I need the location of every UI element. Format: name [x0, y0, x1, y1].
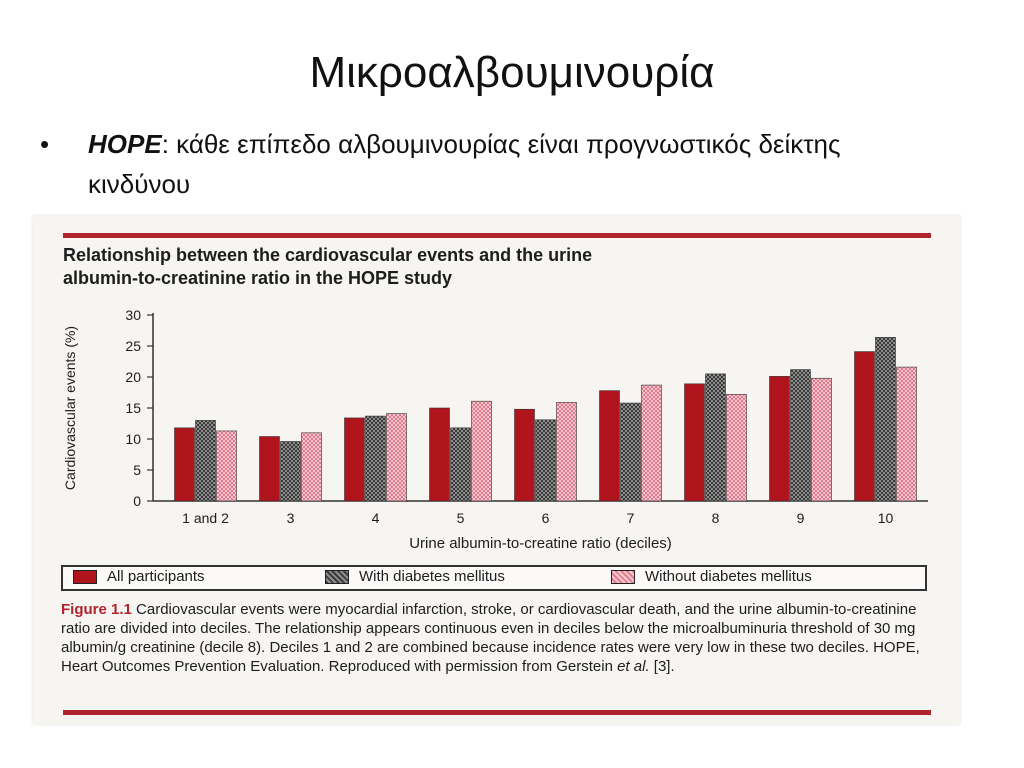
- bar-diabetes: [535, 419, 556, 502]
- x-tick-label: 4: [372, 510, 380, 526]
- legend-swatch-all: [73, 569, 97, 584]
- figure-heading-line-2: albumin-to-creatinine ratio in the HOPE …: [63, 268, 453, 288]
- bar-all: [344, 417, 365, 502]
- y-tick-label: 25: [125, 338, 141, 354]
- bar-no-diabetes: [386, 413, 407, 502]
- bar-diabetes: [195, 420, 216, 502]
- x-tick-label: 1 and 2: [182, 510, 229, 526]
- x-tick-label: 7: [627, 510, 635, 526]
- figure-caption: Figure 1.1 Cardiovascular events were my…: [61, 600, 931, 676]
- legend-item-diabetes: With diabetes mellitus: [325, 568, 505, 585]
- caption-italic: et al.: [617, 658, 650, 675]
- bar-no-diabetes: [301, 432, 322, 502]
- bar-no-diabetes: [811, 377, 832, 502]
- bar-diabetes: [365, 415, 386, 502]
- legend-label-all: All participants: [107, 568, 205, 585]
- bar-no-diabetes: [471, 400, 492, 502]
- bar-no-diabetes: [216, 430, 237, 502]
- figure-bottom-rule: [63, 710, 931, 715]
- y-tick-label: 20: [125, 369, 141, 385]
- bar-all: [769, 376, 790, 502]
- bar-diabetes: [875, 337, 896, 502]
- legend-swatch-no-diabetes: [611, 569, 635, 584]
- bar-diabetes: [705, 373, 726, 502]
- bar-all: [259, 436, 280, 502]
- bar-all: [599, 390, 620, 502]
- bar-no-diabetes: [641, 384, 662, 502]
- legend-swatch-diabetes: [325, 569, 349, 584]
- figure-panel: Relationship between the cardiovascular …: [33, 216, 960, 724]
- bar-diabetes: [790, 369, 811, 502]
- legend-item-all: All participants: [73, 568, 205, 585]
- bar-no-diabetes: [726, 394, 747, 502]
- y-tick-label: 30: [125, 307, 141, 323]
- x-tick-label: 9: [797, 510, 805, 526]
- bar-all: [174, 427, 195, 502]
- figure-heading-line-1: Relationship between the cardiovascular …: [63, 245, 593, 265]
- slide-title: Μικροαλβουμινουρία: [309, 48, 715, 97]
- y-tick-label: 10: [125, 431, 141, 447]
- y-axis-label: Cardiovascular events (%): [62, 326, 78, 490]
- caption-text: Cardiovascular events were myocardial in…: [61, 601, 920, 675]
- legend-item-no-diabetes: Without diabetes mellitus: [611, 568, 812, 585]
- x-tick-label: 10: [878, 510, 894, 526]
- bar-diabetes: [450, 427, 471, 502]
- bar-all: [514, 408, 535, 502]
- chart-legend: All participants With diabetes mellitus …: [61, 565, 927, 591]
- x-tick-label: 5: [457, 510, 465, 526]
- y-tick-label: 15: [125, 400, 141, 416]
- bar-chart: 0 5 10 15 20 25 30 Cardiovascular events (%) 1 a…: [62, 307, 928, 552]
- legend-label-diabetes: With diabetes mellitus: [359, 568, 505, 585]
- caption-end: [3].: [649, 658, 675, 675]
- x-tick-label: 6: [542, 510, 550, 526]
- legend-label-no-diabetes: Without diabetes mellitus: [645, 568, 812, 585]
- bullet-bold-term: HOPE: [88, 129, 162, 159]
- bar-diabetes: [620, 402, 641, 502]
- bar-no-diabetes: [896, 366, 917, 502]
- figure-top-rule: [63, 233, 931, 238]
- bullet-text: HOPE: κάθε επίπεδο αλβουμινουρίας είναι …: [88, 124, 928, 204]
- caption-label: Figure 1.1: [61, 601, 132, 618]
- y-tick-label: 0: [133, 493, 141, 509]
- y-tick-label: 5: [133, 462, 141, 478]
- bar-all: [429, 407, 450, 502]
- bar-all: [684, 383, 705, 502]
- figure-heading: Relationship between the cardiovascular …: [63, 244, 923, 290]
- bullet-marker: •: [40, 129, 50, 159]
- bar-no-diabetes: [556, 402, 577, 502]
- x-tick-label: 8: [712, 510, 720, 526]
- bar-all: [854, 351, 875, 502]
- x-axis-label: Urine albumin-to-creatine ratio (deciles…: [409, 535, 672, 552]
- bullet-body: : κάθε επίπεδο αλβουμινουρίας είναι προγ…: [88, 129, 841, 199]
- bar-diabetes: [280, 441, 301, 502]
- x-tick-label: 3: [287, 510, 295, 526]
